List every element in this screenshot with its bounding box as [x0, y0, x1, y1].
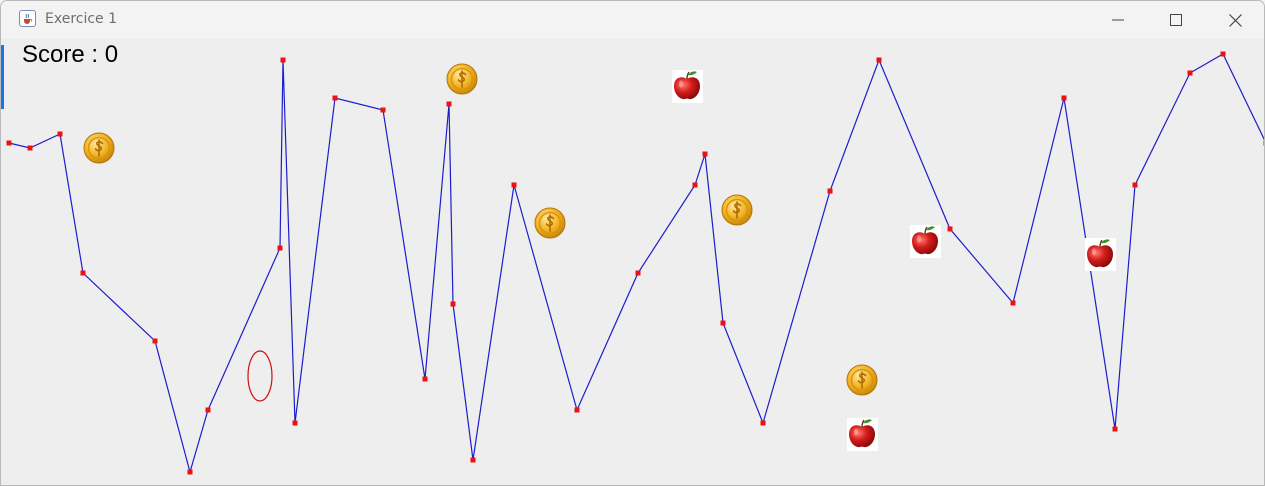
- minimize-icon: [1112, 19, 1124, 21]
- track-line: [8, 53, 1264, 475]
- track-vertex: [1010, 300, 1016, 306]
- track-vertex: [692, 182, 698, 188]
- track-vertex: [57, 131, 63, 137]
- track-vertex: [574, 407, 580, 413]
- track-vertex: [422, 376, 428, 382]
- game-canvas[interactable]: [1, 39, 1264, 485]
- close-icon: [1228, 13, 1242, 27]
- track-vertex: [1132, 182, 1138, 188]
- track-vertex: [876, 57, 882, 63]
- track-vertex: [702, 151, 708, 157]
- track-vertex: [470, 457, 476, 463]
- apple-icon: [847, 418, 878, 451]
- focus-accent: [1, 45, 4, 109]
- apple-icon: [910, 225, 941, 258]
- track-vertex: [380, 107, 386, 113]
- track-vertex: [511, 182, 517, 188]
- close-button[interactable]: [1206, 1, 1264, 39]
- score-display: Score : 0: [22, 41, 119, 68]
- coin-icon: [534, 207, 566, 239]
- track-vertex: [332, 95, 338, 101]
- track-vertex: [6, 140, 12, 146]
- track-vertex: [280, 57, 286, 63]
- track-vertex: [635, 270, 641, 276]
- track-vertex: [446, 101, 452, 107]
- minimize-button[interactable]: [1089, 1, 1147, 39]
- coin-icon: [846, 364, 878, 396]
- player-ellipse: [247, 350, 273, 402]
- apple-icon: [672, 70, 703, 103]
- track-vertex: [827, 188, 833, 194]
- track-vertex: [277, 245, 283, 251]
- track-vertex: [152, 338, 158, 344]
- track-vertex: [760, 420, 766, 426]
- track-vertex: [187, 469, 193, 475]
- maximize-button[interactable]: [1147, 1, 1205, 39]
- track-vertex: [720, 320, 726, 326]
- track-vertex: [1263, 140, 1264, 146]
- track-vertex: [1187, 70, 1193, 76]
- coin-icon: [83, 132, 115, 164]
- coin-icon: [721, 194, 753, 226]
- java-cup-icon: [19, 10, 36, 27]
- track-vertex: [80, 270, 86, 276]
- track-vertex: [292, 420, 298, 426]
- coin-icon: [446, 63, 478, 95]
- window-title: Exercice 1: [45, 11, 118, 27]
- maximize-icon: [1170, 14, 1182, 26]
- track-vertex: [450, 301, 456, 307]
- track-vertex: [1220, 51, 1226, 57]
- title-bar[interactable]: Exercice 1: [1, 1, 1264, 39]
- track-vertex: [1061, 95, 1067, 101]
- track-vertex: [27, 145, 33, 151]
- track-vertex: [205, 407, 211, 413]
- track-vertex: [1112, 426, 1118, 432]
- track-vertex: [947, 226, 953, 232]
- apple-icon: [1085, 238, 1116, 271]
